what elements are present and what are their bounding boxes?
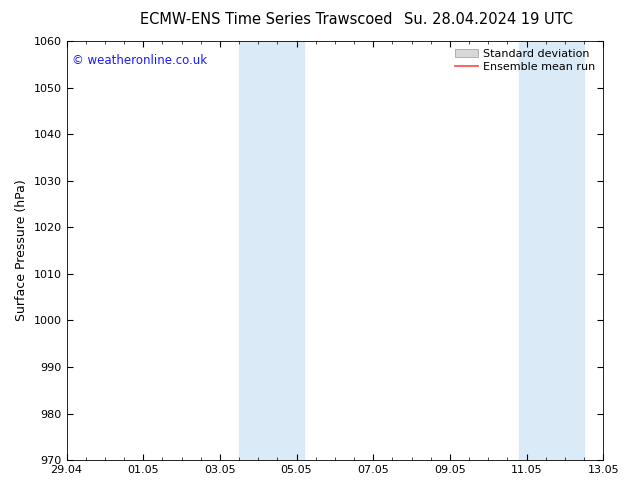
Text: Su. 28.04.2024 19 UTC: Su. 28.04.2024 19 UTC bbox=[404, 12, 573, 27]
Legend: Standard deviation, Ensemble mean run: Standard deviation, Ensemble mean run bbox=[451, 45, 600, 77]
Bar bbox=[519, 41, 584, 460]
Text: ECMW-ENS Time Series Trawscoed: ECMW-ENS Time Series Trawscoed bbox=[140, 12, 392, 27]
Text: © weatheronline.co.uk: © weatheronline.co.uk bbox=[72, 53, 207, 67]
Y-axis label: Surface Pressure (hPa): Surface Pressure (hPa) bbox=[15, 180, 28, 321]
Bar bbox=[239, 41, 304, 460]
